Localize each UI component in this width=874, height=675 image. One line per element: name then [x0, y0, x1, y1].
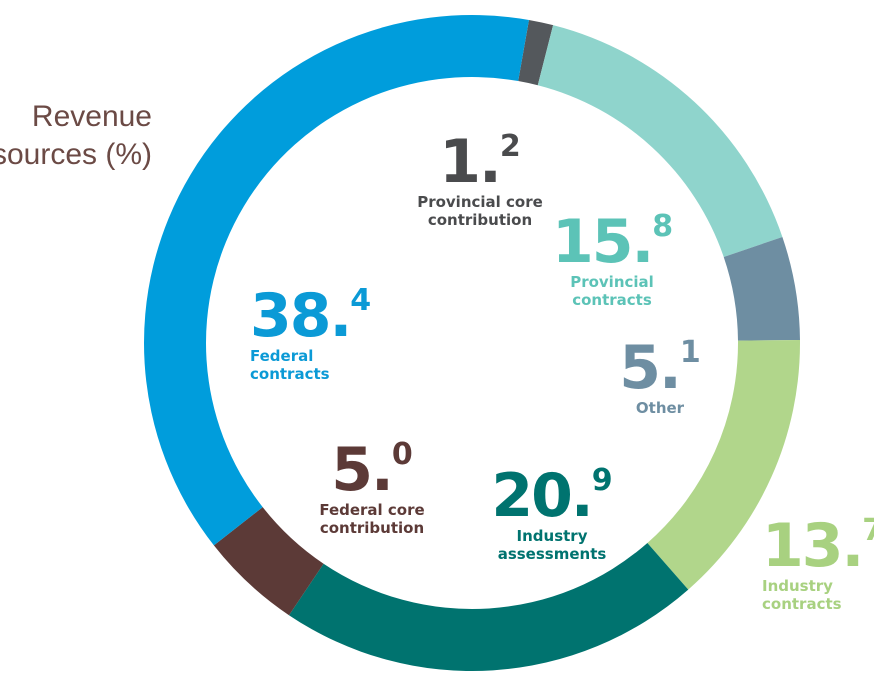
segment-label: 20.9 Industry assessments	[482, 450, 622, 563]
donut-segment	[213, 507, 324, 616]
value-label: 20.9	[491, 461, 613, 531]
segment-label: 13.7 Industry contracts	[762, 500, 874, 613]
donut-segment	[144, 14, 529, 546]
donut-segment	[288, 542, 689, 671]
value-label: 38.4	[250, 281, 372, 351]
category-label: Provincial core contribution	[417, 193, 543, 229]
segment-label: 38.4 Federal contracts	[250, 270, 372, 383]
category-label: Industry assessments	[497, 527, 607, 563]
segment-label: 15.8 Provincial contracts	[552, 196, 674, 309]
donut-segment	[647, 340, 800, 590]
category-label: Provincial contracts	[570, 273, 654, 309]
category-label: Other	[635, 399, 685, 417]
segment-label: 1.2 Provincial core contribution	[405, 116, 555, 229]
donut-segment	[537, 25, 783, 258]
value-label: 15.8	[552, 207, 674, 277]
category-label: Federal contracts	[250, 347, 330, 383]
value-label: 1.2	[439, 127, 521, 197]
segment-label: 5.1 Other	[610, 322, 710, 417]
segment-label: 5.0 Federal core contribution	[302, 424, 442, 537]
chart-title: Revenue sources (%)	[0, 100, 152, 171]
category-label: Federal core contribution	[319, 501, 425, 537]
value-label: 5.1	[619, 333, 701, 403]
category-label: Industry contracts	[762, 577, 842, 613]
donut-segment	[723, 236, 800, 341]
value-label: 13.7	[762, 511, 874, 581]
value-label: 5.0	[331, 435, 413, 505]
donut-segment	[518, 19, 554, 86]
